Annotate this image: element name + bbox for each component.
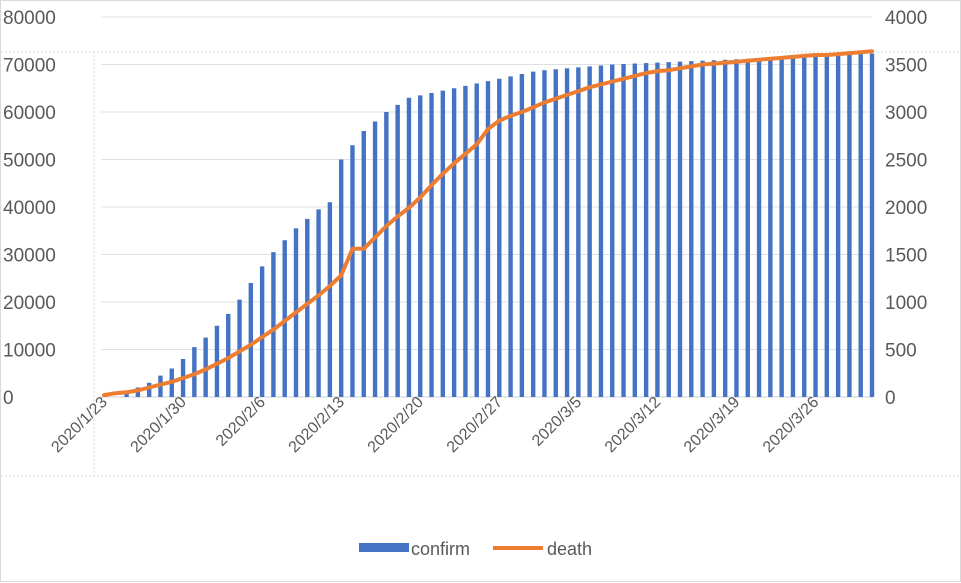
- x-axis-tick-label: 2020/3/26: [760, 394, 822, 456]
- right-axis-tick-label: 4000: [885, 8, 927, 29]
- confirm-bar: [327, 202, 333, 397]
- confirm-bar: [542, 70, 547, 397]
- confirm-bar: [858, 54, 863, 398]
- confirm-bar: [384, 112, 389, 397]
- confirm-bar: [711, 60, 717, 397]
- confirm-bar: [418, 95, 423, 397]
- left-axis-tick-label: 40000: [3, 198, 56, 219]
- left-axis-tick-label: 10000: [3, 341, 56, 362]
- confirm-bar: [790, 56, 796, 398]
- confirm-bar: [745, 58, 750, 398]
- right-axis-tick-label: 2500: [885, 151, 927, 172]
- confirm-bar: [835, 55, 841, 397]
- right-axis-tick-label: 1000: [885, 293, 927, 314]
- confirm-bar: [429, 93, 434, 397]
- confirm-bar: [519, 74, 525, 397]
- confirm-bar: [813, 55, 818, 397]
- confirm-bar: [598, 65, 604, 397]
- x-axis-tick-label: 2020/2/27: [444, 394, 506, 456]
- confirm-bar: [451, 88, 457, 397]
- legend-confirm-label: confirm: [411, 539, 470, 559]
- confirm-bar: [779, 57, 784, 397]
- left-axis-tick-label: 50000: [3, 151, 56, 172]
- x-axis-tick-label: 2020/3/5: [529, 394, 585, 450]
- confirm-bar: [361, 131, 366, 397]
- right-axis-tick-label: 3500: [885, 56, 927, 77]
- left-axis-tick-label: 60000: [3, 103, 56, 124]
- confirm-bar: [847, 54, 852, 398]
- confirm-bar: [576, 67, 581, 397]
- confirm-bar: [530, 71, 536, 397]
- right-axis-tick-label: 3000: [885, 103, 927, 124]
- confirm-bar: [124, 392, 129, 397]
- legend: confirm death: [359, 539, 592, 559]
- left-axis-tick-label: 0: [3, 388, 14, 409]
- confirm-bar: [338, 159, 344, 397]
- confirm-bar: [689, 61, 694, 398]
- confirm-bar: [824, 55, 830, 397]
- x-axis-ticks: 2020/1/23 2020/1/30 2020/2/6 2020/2/13 2020/…: [48, 394, 822, 456]
- confirm-bar: [802, 56, 807, 398]
- confirm-bar: [305, 218, 310, 397]
- x-axis-tick-label: 2020/1/30: [128, 394, 190, 456]
- confirm-bar: [440, 90, 446, 397]
- confirm-bar: [632, 63, 638, 398]
- confirm-bar: [768, 57, 773, 397]
- left-axis-tick-label: 80000: [3, 8, 56, 29]
- confirm-bar: [316, 209, 321, 397]
- x-axis-tick-label: 2020/1/23: [48, 394, 110, 456]
- x-axis-tick-label: 2020/2/20: [365, 394, 427, 456]
- x-axis-tick-label: 2020/3/19: [681, 394, 743, 456]
- confirm-bar: [237, 299, 242, 397]
- confirm-bar: [756, 58, 762, 397]
- confirm-bar: [146, 382, 152, 397]
- death-line: [102, 49, 874, 398]
- confirm-bar: [655, 62, 660, 397]
- x-axis-tick-label: 2020/3/12: [602, 394, 664, 456]
- x-axis-tick-label: 2020/2/13: [286, 394, 348, 456]
- confirm-bar: [666, 62, 671, 397]
- confirm-bar: [722, 59, 728, 397]
- confirm-bar: [350, 145, 355, 397]
- confirm-bar: [643, 63, 649, 397]
- confirm-bar: [564, 68, 570, 398]
- legend-confirm-swatch: [359, 543, 409, 552]
- confirm-bar: [587, 66, 592, 398]
- death-line-group: [102, 49, 874, 398]
- right-axis-tick-label: 2000: [885, 198, 927, 219]
- confirm-bar: [248, 283, 254, 397]
- confirm-bar: [259, 266, 265, 397]
- confirm-bar: [621, 64, 626, 398]
- right-axis-tick-label: 0: [885, 388, 896, 409]
- right-axis-tick-label: 1500: [885, 246, 927, 267]
- confirm-bar: [553, 69, 558, 397]
- confirm-bars: [124, 53, 875, 398]
- confirm-bar: [508, 76, 513, 397]
- confirm-bar: [214, 325, 220, 397]
- right-axis-ticks: 0 500 1000 1500 2000 2500 3000 3500 4000: [885, 8, 927, 409]
- left-axis-ticks: 0 10000 20000 30000 40000 50000 60000 70000 8000…: [3, 8, 56, 409]
- x-axis-tick-label: 2020/2/6: [213, 394, 269, 450]
- legend-death-label: death: [547, 539, 592, 559]
- confirm-bar: [474, 83, 479, 397]
- confirm-bar: [406, 97, 412, 397]
- confirm-bar: [610, 64, 615, 397]
- confirm-bar: [485, 81, 491, 397]
- right-axis-tick-label: 500: [885, 341, 917, 362]
- left-axis-tick-label: 20000: [3, 293, 56, 314]
- confirm-bar: [395, 104, 400, 397]
- left-axis-tick-label: 70000: [3, 56, 56, 77]
- left-axis-tick-label: 30000: [3, 246, 56, 267]
- confirm-bar: [869, 53, 875, 397]
- confirm-bar: [700, 60, 705, 397]
- confirm-bar: [372, 121, 378, 397]
- confirm-bar: [497, 78, 502, 397]
- confirm-bar: [677, 61, 683, 398]
- confirm-bar: [226, 313, 231, 397]
- confirm-bar: [463, 85, 468, 397]
- confirm-bar: [271, 252, 276, 397]
- confirm-bar: [734, 59, 739, 398]
